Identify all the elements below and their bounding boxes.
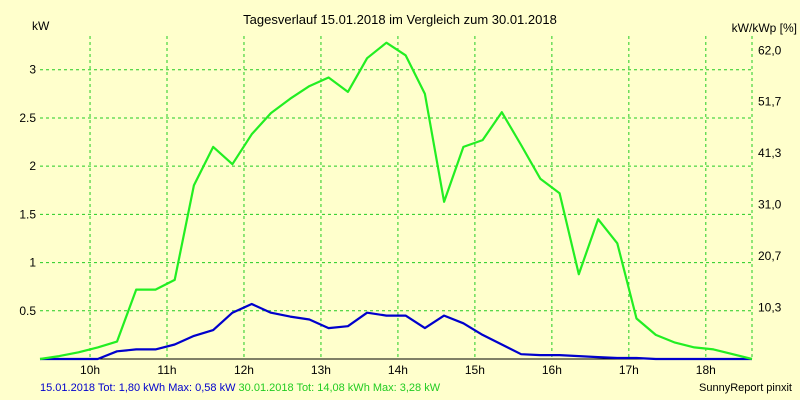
y2-tick-label: 20,7: [758, 249, 782, 263]
x-tick-label: 16h: [542, 363, 562, 377]
series-line-b: [39, 41, 753, 361]
y-tick-label: 0.5: [19, 304, 36, 318]
series-layer: [39, 41, 753, 361]
series-a-summary: 15.01.2018 Tot: 1,80 kWh Max: 0,58 kW: [40, 382, 236, 394]
y-tick-label: 2.5: [19, 111, 36, 125]
x-tick-label: 17h: [619, 363, 639, 377]
series-line-a: [40, 302, 752, 361]
x-tick-label: 15h: [465, 363, 485, 377]
x-tick-label: 11h: [157, 363, 176, 377]
x-tick-label: 18h: [696, 363, 716, 377]
y2-tick-label: 41,3: [758, 146, 782, 160]
footer-summary: 15.01.2018 Tot: 1,80 kWh Max: 0,58 kW 30…: [40, 382, 440, 394]
y2-tick-label: 51,7: [758, 95, 782, 109]
y2-tick-label: 62,0: [758, 43, 782, 57]
y-axis-right-label: kW/kWp [%]: [732, 21, 797, 35]
tick-labels: 10h 11h 12h 13h 14h 15h 16h 17h 18h0.511.522.531…: [19, 43, 781, 377]
y-axis-left-label: kW: [32, 19, 50, 33]
y2-tick-label: 31,0: [758, 198, 782, 212]
y-tick-label: 3: [29, 63, 36, 77]
y-tick-label: 2: [29, 159, 36, 173]
x-tick-label: 12h: [234, 363, 254, 377]
y2-tick-label: 10,3: [758, 300, 782, 314]
y-tick-label: 1: [29, 256, 36, 270]
series-b-summary: 30.01.2018 Tot: 14,08 kWh Max: 3,28 kW: [238, 382, 441, 394]
y-tick-label: 1.5: [19, 207, 36, 221]
x-tick-label: 10h: [80, 363, 100, 377]
chart-title: Tagesverlauf 15.01.2018 im Vergleich zum…: [243, 12, 557, 27]
credit-text: SunnyReport pinxit: [699, 382, 792, 394]
grid-layer: [40, 36, 752, 359]
x-tick-label: 14h: [388, 363, 408, 377]
x-tick-label: 13h: [311, 363, 331, 377]
